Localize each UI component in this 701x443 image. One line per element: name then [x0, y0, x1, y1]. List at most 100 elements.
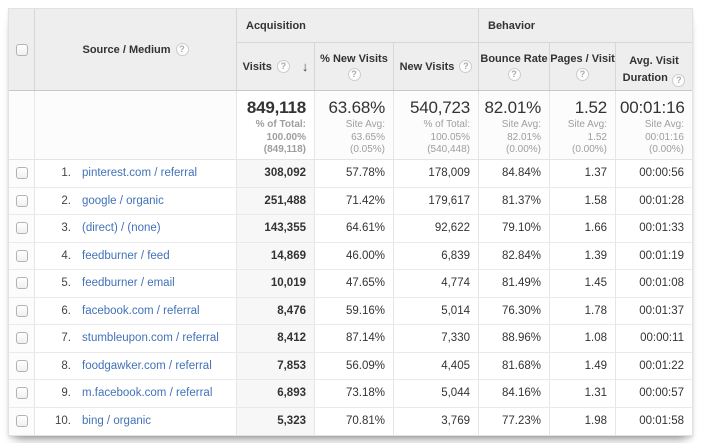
totals-pct-new-visits-value: 63.68% — [328, 98, 386, 117]
visits-value: 14,869 — [237, 242, 315, 269]
help-icon[interactable]: ? — [507, 67, 521, 81]
visits-label: Visits — [242, 60, 272, 73]
pages-per-visit-value: 1.98 — [550, 407, 616, 435]
totals-bounce-rate-subtext: Site Avg: 82.01% (0.00%) — [501, 119, 541, 155]
row-checkbox[interactable] — [15, 194, 28, 207]
pages-per-visit-value: 1.78 — [550, 297, 616, 324]
new-visits-value: 179,617 — [394, 187, 479, 214]
row-checkbox[interactable] — [15, 332, 28, 345]
totals-pages-per-visit-value: 1.52 — [574, 98, 607, 117]
avg-visit-duration-value: 00:01:58 — [639, 415, 684, 428]
column-header-avg-visit-duration[interactable]: Avg. Visit Duration ? — [616, 43, 692, 90]
row-checkbox[interactable] — [15, 222, 28, 235]
row-check-cell — [9, 215, 35, 242]
pages-per-visit-value: 1.39 — [550, 242, 616, 269]
totals-bounce-rate-value: 82.01% — [484, 98, 542, 117]
column-header-source-medium[interactable]: Source / Medium ? — [35, 9, 237, 90]
help-icon[interactable]: ? — [347, 67, 361, 81]
help-icon[interactable]: ? — [672, 74, 686, 87]
visits-value: 7,853 — [237, 352, 315, 379]
row-source-cell: 6. facebook.com / referral — [35, 297, 237, 324]
column-header-visits[interactable]: Visits ? ↓ — [237, 43, 315, 90]
source-medium-link[interactable]: feedburner / feed — [82, 249, 170, 262]
totals-empty-source-cell — [35, 91, 237, 159]
source-medium-link[interactable]: facebook.com / referral — [82, 304, 200, 317]
row-checkbox[interactable] — [15, 167, 28, 180]
pct-new-visits-value: 56.09% — [315, 352, 394, 379]
source-medium-link[interactable]: google / organic — [82, 194, 164, 207]
row-checkbox[interactable] — [15, 249, 28, 262]
help-icon[interactable]: ? — [175, 43, 189, 56]
help-icon[interactable]: ? — [576, 67, 589, 81]
bounce-rate-label: Bounce Rate — [480, 52, 548, 65]
row-source-cell: 10. bing / organic — [35, 407, 237, 435]
totals-pct-new-visits-subtext: Site Avg: 63.65% (0.05%) — [345, 119, 385, 155]
row-index: 3. — [61, 222, 71, 235]
source-medium-table: Source / Medium ? Acquisition Behavior V… — [8, 8, 693, 436]
pages-per-visit-value: 1.37 — [550, 160, 616, 187]
new-visits-value: 4,774 — [394, 270, 479, 297]
visits-value: 10,019 — [237, 270, 315, 297]
visits-value: 143,355 — [237, 215, 315, 242]
row-check-cell — [9, 407, 35, 435]
row-index: 4. — [61, 249, 71, 262]
bounce-rate-value: 81.68% — [479, 352, 550, 379]
table-row: 3. (direct) / (none) 143,355 64.61% 92,6… — [9, 215, 692, 243]
totals-new-visits-subtext: % of Total: 100.05% (540,448) — [423, 119, 470, 155]
source-medium-link[interactable]: stumbleupon.com / referral — [82, 332, 219, 345]
row-source-cell: 3. (direct) / (none) — [35, 215, 237, 242]
new-visits-value: 6,839 — [394, 242, 479, 269]
row-source-cell: 1. pinterest.com / referral — [35, 160, 237, 187]
row-checkbox[interactable] — [15, 387, 28, 400]
column-header-pct-new-visits[interactable]: % New Visits ? — [315, 43, 394, 90]
new-visits-label: New Visits — [399, 60, 455, 73]
select-all-cell — [9, 9, 35, 90]
table-row: 4. feedburner / feed 14,869 46.00% 6,839… — [9, 242, 692, 270]
row-checkbox[interactable] — [15, 304, 28, 317]
avg-visit-duration-value: 00:00:57 — [639, 387, 684, 400]
row-index: 6. — [61, 304, 71, 317]
pct-new-visits-value: 87.14% — [315, 325, 394, 352]
totals-pct-new-visits: 63.68% Site Avg: 63.65% (0.05%) — [315, 91, 394, 159]
avg-visit-duration-value: 00:00:56 — [639, 167, 684, 180]
bounce-rate-value: 79.10% — [479, 215, 550, 242]
source-medium-link[interactable]: bing / organic — [82, 415, 152, 428]
table-row: 1. pinterest.com / referral 308,092 57.7… — [9, 160, 692, 188]
help-icon[interactable]: ? — [276, 60, 290, 73]
row-check-cell — [9, 380, 35, 407]
row-source-cell: 7. stumbleupon.com / referral — [35, 325, 237, 352]
acquisition-label: Acquisition — [246, 19, 306, 32]
sort-descending-icon[interactable]: ↓ — [301, 59, 309, 74]
totals-pages-per-visit: 1.52 Site Avg: 1.52 (0.00%) — [550, 91, 616, 159]
source-medium-link[interactable]: feedburner / email — [82, 277, 175, 290]
totals-row: 849,118 % of Total: 100.00% (849,118) 63… — [9, 91, 692, 160]
group-header-acquisition: Acquisition — [237, 9, 479, 42]
column-labels-row: Visits ? ↓ % New Visits ? New Visits ? B… — [237, 43, 692, 90]
source-medium-link[interactable]: foodgawker.com / referral — [82, 359, 212, 372]
avg-visit-duration-value: 00:00:11 — [640, 332, 684, 345]
row-source-cell: 2. google / organic — [35, 187, 237, 214]
bounce-rate-value: 84.84% — [479, 160, 550, 187]
visits-value: 308,092 — [237, 160, 315, 187]
bounce-rate-value: 77.23% — [479, 407, 550, 435]
totals-new-visits: 540,723 % of Total: 100.05% (540,448) — [394, 91, 479, 159]
column-header-new-visits[interactable]: New Visits ? — [394, 43, 479, 90]
avg-visit-duration-value: 00:01:37 — [639, 304, 684, 317]
pages-per-visit-value: 1.45 — [550, 270, 616, 297]
pages-per-visit-value: 1.66 — [550, 215, 616, 242]
row-checkbox[interactable] — [15, 415, 28, 428]
column-header-pages-per-visit[interactable]: Pages / Visit ? — [550, 43, 616, 90]
visits-value: 6,893 — [237, 380, 315, 407]
source-medium-link[interactable]: m.facebook.com / referral — [82, 387, 213, 400]
source-medium-link[interactable]: (direct) / (none) — [82, 222, 161, 235]
row-checkbox[interactable] — [15, 277, 28, 290]
column-header-bounce-rate[interactable]: Bounce Rate ? — [479, 43, 550, 90]
new-visits-value: 3,769 — [394, 407, 479, 435]
row-index: 1. — [61, 167, 71, 180]
source-medium-link[interactable]: pinterest.com / referral — [82, 167, 198, 180]
pct-new-visits-value: 59.16% — [315, 297, 394, 324]
help-icon[interactable]: ? — [459, 60, 473, 73]
select-all-checkbox[interactable] — [15, 43, 28, 56]
row-checkbox[interactable] — [15, 359, 28, 372]
bounce-rate-value: 84.16% — [479, 380, 550, 407]
